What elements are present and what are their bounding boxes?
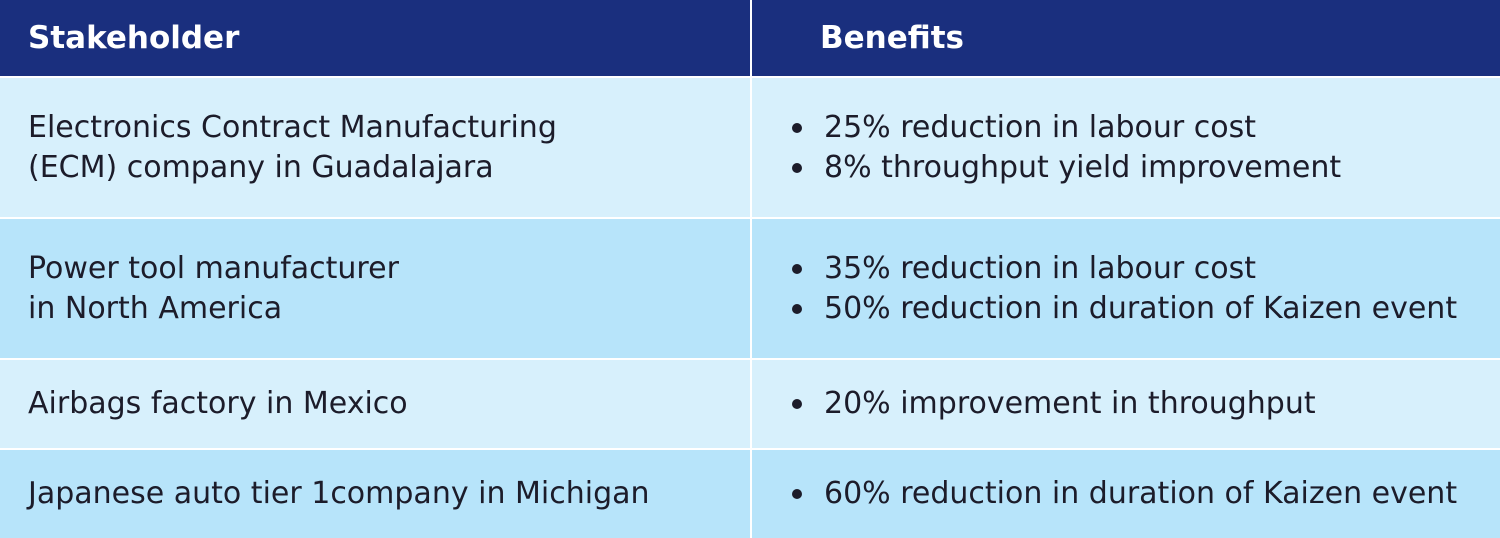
stakeholder-cell: Airbags factory in Mexico	[0, 360, 750, 448]
benefit-text: 25% reduction in labour cost	[824, 109, 1257, 145]
bullet-icon	[792, 399, 802, 409]
benefit-item: 35% reduction in labour cost	[792, 249, 1500, 289]
benefit-item: 50% reduction in duration of Kaizen even…	[792, 289, 1500, 329]
benefit-text: 60% reduction in duration of Kaizen even…	[824, 476, 1458, 511]
stakeholder-text: (ECM) company in Guadalajara	[28, 149, 494, 185]
benefit-text: 20% improvement in throughput	[824, 386, 1316, 421]
column-divider	[750, 0, 752, 538]
stakeholder-text: Electronics Contract Manufacturing	[28, 109, 557, 145]
benefit-text: 8% throughput yield improvement	[824, 149, 1342, 185]
stakeholder-text: Power tool manufacturer	[28, 250, 399, 286]
benefit-item: 8% throughput yield improvement	[792, 148, 1500, 188]
stakeholder-text: Airbags factory in Mexico	[28, 386, 408, 421]
benefit-text: 50% reduction in duration of Kaizen even…	[824, 290, 1458, 326]
bullet-icon	[792, 489, 802, 499]
benefits-cell: 35% reduction in labour cost 50% reducti…	[750, 219, 1500, 358]
benefit-item: 25% reduction in labour cost	[792, 108, 1500, 148]
bullet-icon	[792, 263, 802, 274]
bullet-icon	[792, 162, 802, 173]
stakeholder-cell: Japanese auto tier 1company in Michigan	[0, 450, 750, 538]
benefit-item: 20% improvement in throughput	[792, 384, 1500, 424]
benefits-cell: 20% improvement in throughput	[750, 360, 1500, 448]
stakeholder-cell: Electronics Contract Manufacturing (ECM)…	[0, 78, 750, 217]
benefits-cell: 25% reduction in labour cost 8% throughp…	[750, 78, 1500, 217]
header-stakeholder: Stakeholder	[28, 20, 240, 56]
stakeholder-text: Japanese auto tier 1company in Michigan	[28, 476, 650, 511]
bullet-icon	[792, 303, 802, 314]
stakeholder-text: in North America	[28, 290, 283, 326]
benefit-item: 60% reduction in duration of Kaizen even…	[792, 474, 1500, 514]
stakeholder-cell: Power tool manufacturer in North America	[0, 219, 750, 358]
header-benefits: Benefits	[820, 20, 964, 56]
bullet-icon	[792, 122, 802, 133]
benefit-text: 35% reduction in labour cost	[824, 250, 1257, 286]
benefits-cell: 60% reduction in duration of Kaizen even…	[750, 450, 1500, 538]
